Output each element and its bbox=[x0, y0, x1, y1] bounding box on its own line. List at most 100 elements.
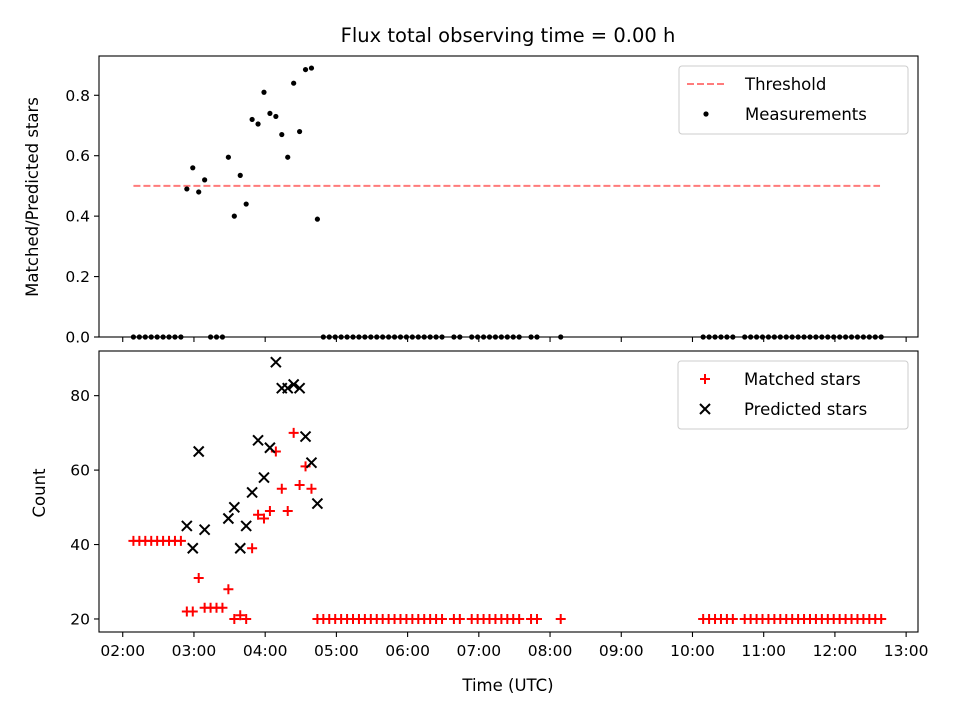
legend-label: Measurements bbox=[745, 105, 867, 124]
measurement-point bbox=[178, 334, 184, 340]
measurement-point bbox=[451, 334, 457, 340]
matched-stars-point bbox=[288, 427, 299, 438]
matched-stars-point bbox=[876, 613, 887, 624]
bottom-legend-box bbox=[677, 360, 909, 430]
predicted-stars-point bbox=[270, 356, 282, 368]
predicted-stars-point bbox=[311, 497, 324, 510]
measurement-point bbox=[213, 334, 220, 340]
measurement-point bbox=[510, 334, 516, 340]
x-tick-label: 06:00 bbox=[385, 642, 430, 660]
matched-stars-point bbox=[306, 483, 317, 494]
measurement-point bbox=[386, 334, 392, 340]
x-axis-label: Time (UTC) bbox=[461, 676, 553, 695]
predicted-stars-point bbox=[198, 523, 211, 536]
measurement-point bbox=[350, 334, 356, 340]
legend-label: Threshold bbox=[744, 75, 826, 94]
x-tick-label: 12:00 bbox=[813, 642, 858, 660]
measurement-point bbox=[142, 334, 148, 340]
measurement-point bbox=[469, 334, 475, 340]
measurement-point bbox=[777, 334, 783, 340]
measurement-point bbox=[516, 334, 522, 340]
measurement-point bbox=[160, 334, 166, 340]
legend-matched-marker bbox=[700, 374, 710, 384]
measurement-point bbox=[302, 66, 309, 73]
x-tick-label: 10:00 bbox=[670, 642, 715, 660]
measurement-point bbox=[427, 334, 433, 340]
x-tick-label: 02:00 bbox=[100, 642, 145, 660]
measurement-point bbox=[202, 177, 208, 183]
predicted-stars-point bbox=[252, 434, 264, 447]
matched-stars-point bbox=[514, 613, 525, 624]
matched-stars-point bbox=[531, 613, 542, 624]
measurement-point bbox=[765, 334, 772, 340]
x-tick-label: 08:00 bbox=[528, 642, 573, 660]
measurement-point bbox=[795, 334, 801, 340]
measurement-point bbox=[391, 334, 398, 340]
measurement-point bbox=[819, 334, 825, 340]
x-tick-label: 09:00 bbox=[599, 642, 644, 660]
measurement-point bbox=[433, 334, 439, 340]
measurement-point bbox=[872, 334, 878, 340]
measurement-point bbox=[261, 89, 267, 95]
measurement-point bbox=[831, 334, 837, 340]
measurement-point bbox=[421, 334, 427, 340]
predicted-stars-point bbox=[240, 520, 252, 532]
bottom-y-tick-label: 60 bbox=[70, 462, 90, 480]
x-tick-label: 03:00 bbox=[172, 642, 217, 660]
measurement-point bbox=[237, 172, 243, 178]
measurement-point bbox=[397, 334, 404, 340]
measurement-point bbox=[243, 201, 249, 207]
predicted-stars-point bbox=[192, 445, 205, 458]
top-y-tick-label: 0.4 bbox=[65, 208, 90, 226]
bottom-axes-frame bbox=[98, 350, 919, 633]
measurement-point bbox=[534, 334, 540, 340]
legend-measurements-marker bbox=[703, 111, 709, 117]
measurement-point bbox=[338, 334, 344, 340]
measurement-point bbox=[712, 334, 718, 340]
top-legend-box bbox=[678, 65, 909, 135]
bottom-y-tick-label: 40 bbox=[70, 536, 90, 554]
legend-label: Predicted stars bbox=[744, 400, 867, 419]
measurement-point bbox=[860, 334, 867, 340]
matched-stars-point bbox=[187, 606, 198, 617]
measurement-point bbox=[219, 334, 226, 340]
matched-stars-point bbox=[241, 613, 252, 624]
measurement-point bbox=[842, 334, 849, 340]
matched-stars-point bbox=[282, 506, 293, 517]
x-tick-label: 11:00 bbox=[741, 642, 786, 660]
measurement-point bbox=[480, 334, 487, 340]
matched-stars-point bbox=[294, 479, 305, 490]
matched-stars-point bbox=[217, 602, 228, 613]
matched-stars-point bbox=[276, 483, 287, 494]
measurement-point bbox=[231, 213, 237, 219]
measurement-point bbox=[285, 154, 291, 160]
x-tick-label: 05:00 bbox=[314, 642, 359, 660]
matched-stars-point bbox=[247, 543, 258, 554]
top-y-tick-label: 0.8 bbox=[65, 87, 90, 105]
measurement-point bbox=[267, 110, 273, 117]
measurement-point bbox=[848, 334, 855, 340]
measurement-point bbox=[730, 334, 736, 340]
measurement-point bbox=[492, 334, 499, 340]
predicted-stars-point bbox=[258, 471, 270, 484]
measurement-point bbox=[475, 334, 481, 340]
measurement-point bbox=[486, 334, 493, 340]
x-tick-label: 07:00 bbox=[456, 642, 501, 660]
matched-stars-point bbox=[727, 613, 738, 624]
matched-stars-point bbox=[223, 584, 234, 595]
measurement-point bbox=[136, 334, 142, 340]
top-panel: 0.0 0.2 0.4 0.6 0.8 Threshold Measurements bbox=[65, 55, 919, 347]
predicted-stars-point bbox=[181, 520, 193, 532]
measurement-point bbox=[255, 121, 261, 127]
measurement-point bbox=[190, 165, 196, 171]
matched-stars-point bbox=[555, 613, 566, 624]
measurement-point bbox=[813, 334, 819, 340]
measurement-point bbox=[528, 334, 534, 340]
measurement-point bbox=[878, 334, 884, 340]
x-tick-label: 13:00 bbox=[884, 642, 929, 660]
measurement-point bbox=[344, 334, 350, 340]
measurement-point bbox=[866, 334, 872, 340]
matched-stars-point bbox=[253, 509, 264, 520]
measurement-point bbox=[724, 334, 730, 340]
